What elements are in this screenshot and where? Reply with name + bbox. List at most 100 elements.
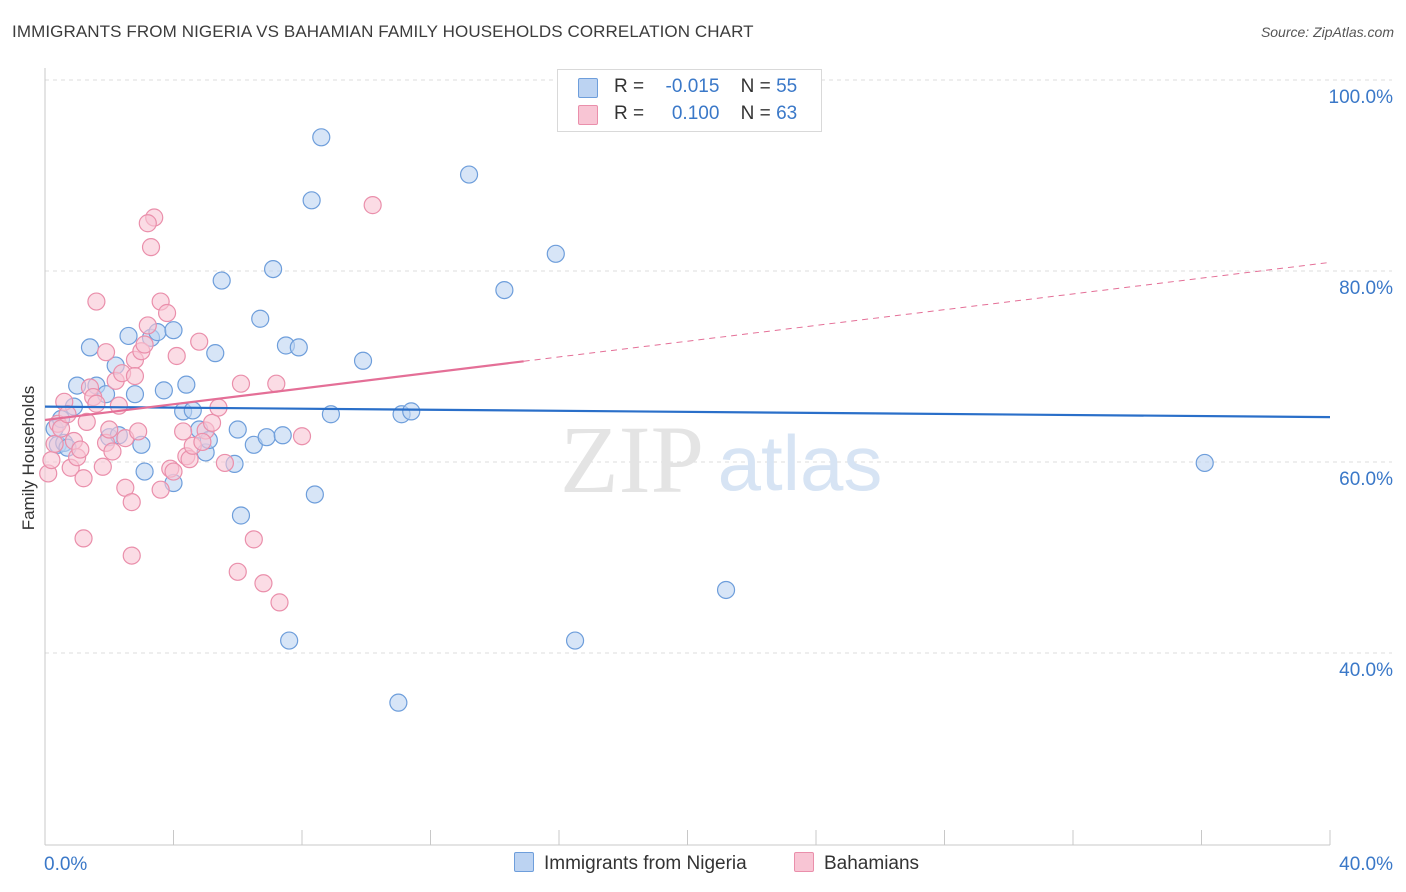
legend-n-label: N = [740,103,771,124]
watermark: ZIP atlas [560,406,882,513]
point-bahamians-30 [135,335,154,354]
legend-r-value-bahamians: 0.100 [671,103,720,124]
point-bahamians-53 [270,593,289,612]
watermark-zip: ZIP [560,406,704,513]
bottom-legend-label-nigeria: Immigrants from Nigeria [544,853,747,874]
legend-n-label: N = [740,76,771,97]
point-bahamians-60 [96,343,116,362]
point-bahamians-1 [42,450,61,470]
point-bahamians-15 [87,394,106,413]
legend-n-value-bahamians: 63 [776,103,798,124]
point-bahamians-11 [74,469,93,488]
point-bahamians-58 [74,529,93,548]
watermark-atlas: atlas [718,419,883,507]
y-tick-label-60: 60.0% [1339,469,1393,490]
point-nigeria-41 [302,191,321,210]
point-bahamians-31 [138,316,157,335]
source-label: Source: ZipAtlas.com [1260,24,1394,40]
point-nigeria-37 [273,426,292,445]
data-points [39,128,1214,712]
point-nigeria-50 [546,244,565,263]
legend-r-label: R = [614,76,645,97]
point-bahamians-43 [190,332,209,351]
point-bahamians-39 [174,422,193,441]
point-nigeria-51 [565,631,585,650]
trend-line-bahamians [44,360,524,422]
point-nigeria-16 [135,462,154,481]
point-nigeria-35 [257,428,276,447]
point-bahamians-25 [122,493,141,512]
trend-line-nigeria [44,405,1331,419]
point-nigeria-43 [312,128,331,147]
point-nigeria-7 [80,338,100,357]
point-bahamians-16 [93,457,112,476]
point-nigeria-24 [183,401,202,420]
point-bahamians-32 [141,238,161,257]
point-nigeria-34 [251,309,270,328]
point-nigeria-52 [716,580,736,600]
point-nigeria-32 [231,506,251,525]
point-bahamians-45 [202,413,222,432]
point-nigeria-14 [125,385,145,404]
legend-r-label: R = [614,103,645,124]
point-bahamians-27 [125,366,145,386]
point-nigeria-49 [495,281,514,300]
bottom-legend-nigeria: Immigrants from Nigeria [514,852,747,875]
point-nigeria-53 [1195,453,1214,473]
point-bahamians-61 [193,432,212,452]
point-bahamians-56 [87,292,106,311]
point-nigeria-31 [228,420,247,439]
bottom-legend-bahamians: Bahamians [794,852,919,875]
point-bahamians-38 [167,346,186,366]
bottom-legend-swatch-bahamians [794,852,814,872]
point-bahamians-48 [228,562,247,581]
point-bahamians-35 [157,303,177,323]
gridlines [45,79,1392,654]
chart-title: IMMIGRANTS FROM NIGERIA VS BAHAMIAN FAMI… [12,22,754,41]
point-bahamians-57 [138,214,157,233]
point-bahamians-50 [244,530,263,549]
point-bahamians-55 [363,196,382,215]
correlation-legend: R = -0.015 N = 55 R = 0.100 N = 63 [557,69,822,132]
point-nigeria-29 [212,271,231,290]
y-axis-title: Family Households [19,386,38,531]
point-nigeria-39 [280,631,299,650]
point-bahamians-10 [71,440,90,459]
point-nigeria-54 [389,693,408,712]
point-nigeria-45 [353,351,373,370]
point-nigeria-19 [154,381,173,400]
point-bahamians-37 [164,462,183,481]
point-bahamians-2 [45,434,64,453]
legend-n-value-nigeria: 55 [776,76,798,97]
bottom-legend-swatch-nigeria [514,852,534,872]
trend-line-dashed-bahamians [523,261,1331,362]
y-tick-label-40: 40.0% [1339,660,1393,681]
legend-r-value-nigeria: -0.015 [665,76,720,97]
point-bahamians-62 [151,480,170,499]
point-bahamians-51 [254,574,273,593]
point-bahamians-19 [103,442,122,461]
point-bahamians-12 [77,412,96,431]
x-tick-label-0: 0.0% [44,854,87,875]
point-nigeria-47 [402,402,421,421]
point-nigeria-42 [305,485,324,504]
point-bahamians-52 [267,374,286,393]
point-bahamians-18 [100,420,119,439]
point-bahamians-54 [292,427,312,446]
y-tick-label-100: 100.0% [1329,87,1394,108]
point-nigeria-23 [177,375,196,394]
point-nigeria-48 [459,165,479,184]
point-bahamians-6 [58,405,77,424]
point-bahamians-59 [122,546,141,565]
point-nigeria-20 [164,321,183,340]
legend-swatch-nigeria [578,78,598,98]
axis-labels: 40.0% 60.0% 80.0% 100.0% 0.0% 40.0% [44,87,1393,875]
point-bahamians-28 [129,422,148,441]
x-tick-label-40: 40.0% [1339,854,1393,875]
point-bahamians-49 [231,374,251,393]
point-bahamians-47 [215,453,234,473]
bottom-legend-label-bahamians: Bahamians [824,853,920,874]
point-nigeria-28 [206,344,225,363]
point-nigeria-36 [263,259,283,279]
